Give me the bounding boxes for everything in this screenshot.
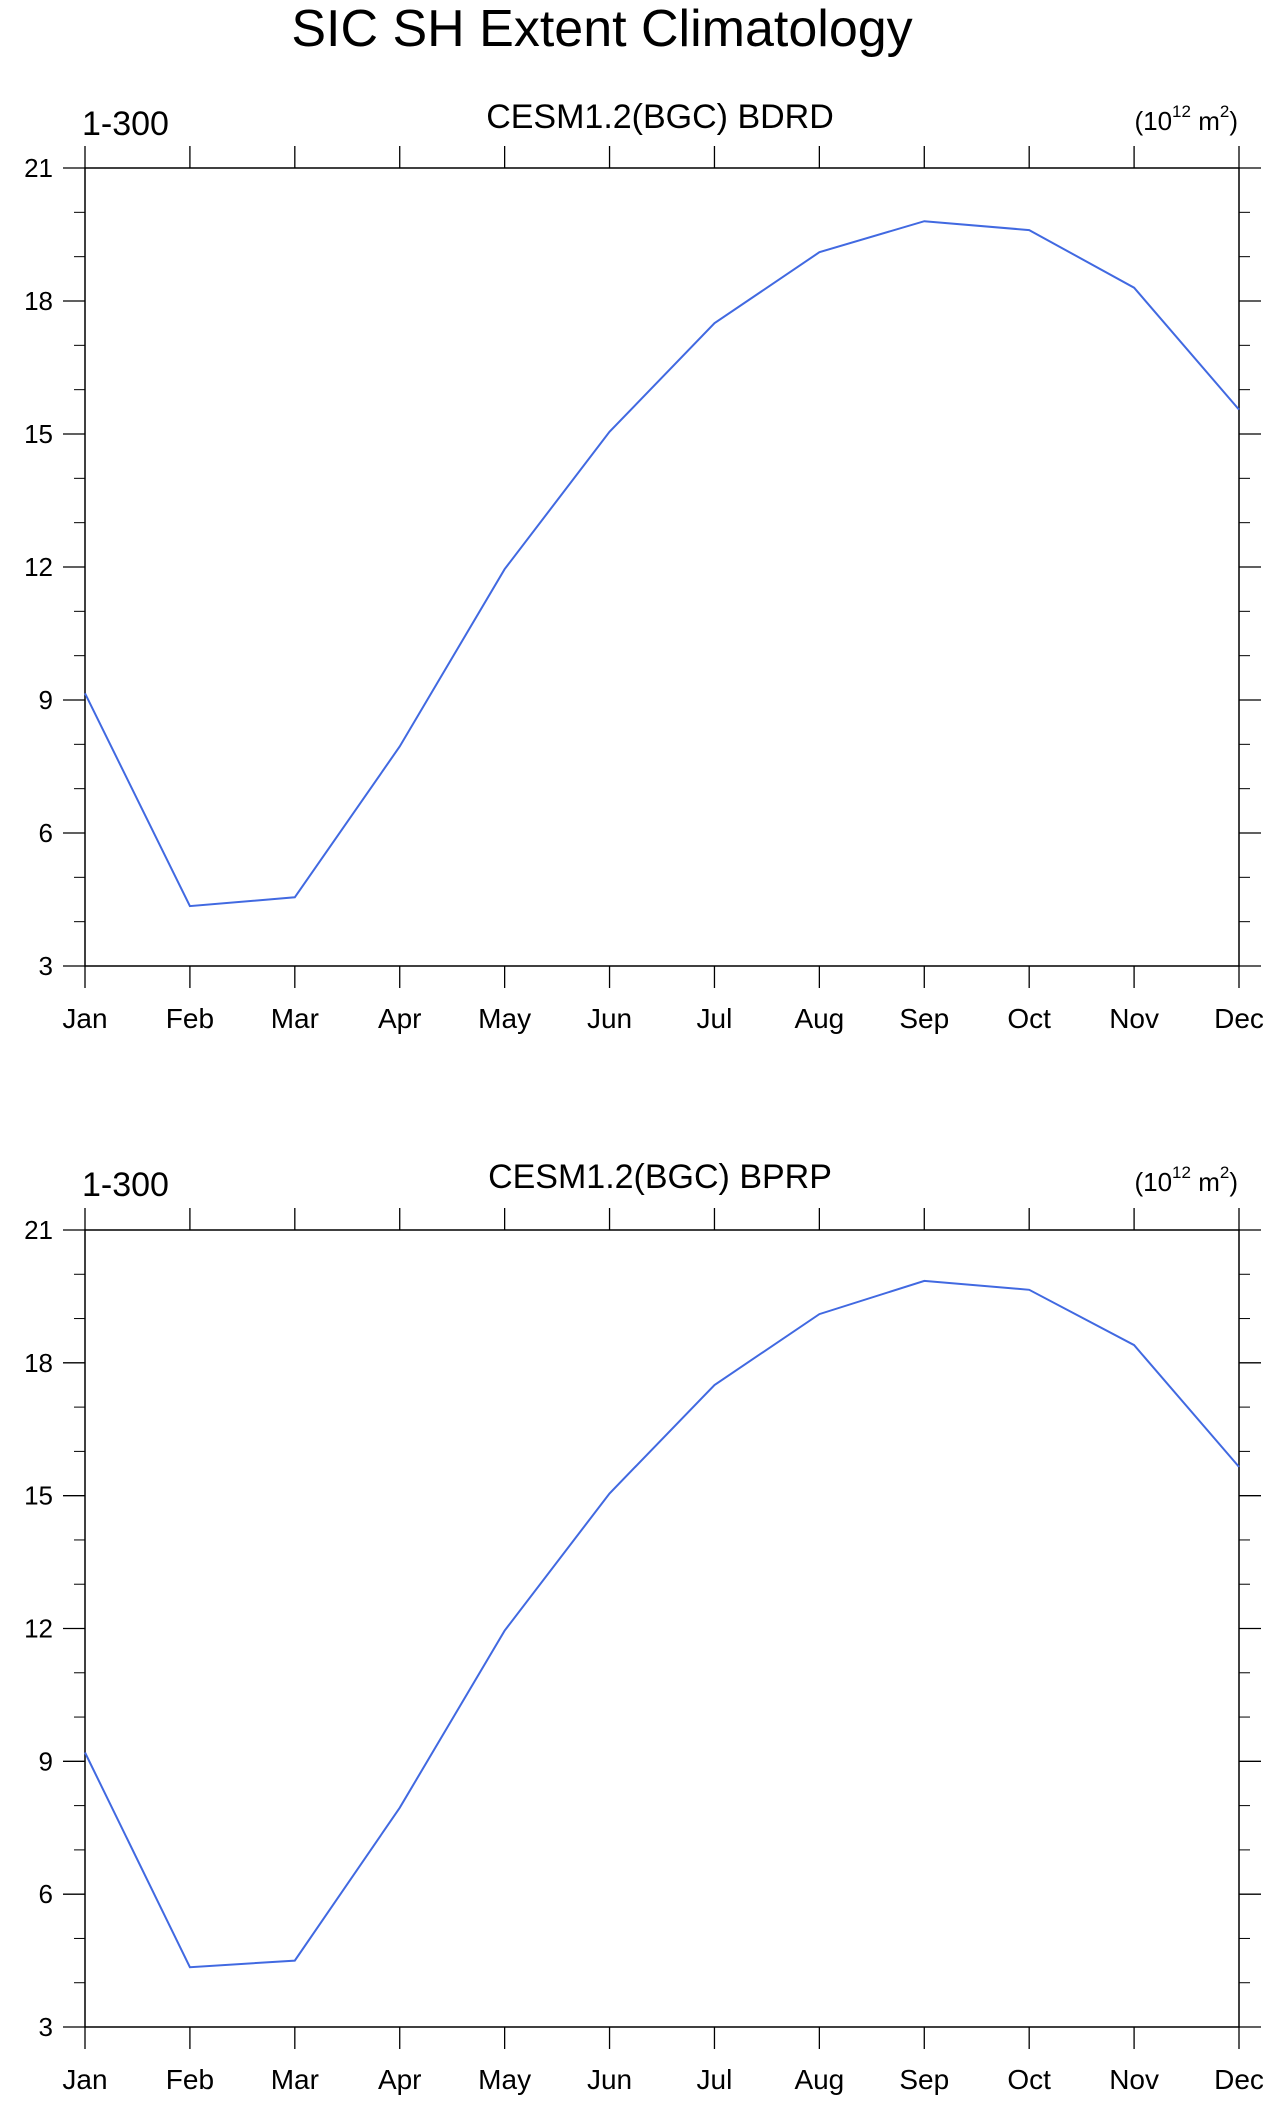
- x-tick-label: Dec: [1214, 1003, 1264, 1034]
- y-tick-label: 21: [24, 153, 53, 183]
- panel-units: (1012 m2): [1134, 1163, 1238, 1197]
- x-tick-label: Sep: [899, 1003, 949, 1034]
- x-tick-label: Oct: [1007, 2064, 1051, 2095]
- x-tick-label: Apr: [378, 2064, 422, 2095]
- x-tick-label: Oct: [1007, 1003, 1051, 1034]
- series-line: [84, 1279, 1240, 1969]
- units-close: ): [1229, 1167, 1238, 1197]
- panel-left-label: 1-300: [82, 105, 169, 143]
- x-tick-label: Feb: [166, 2064, 214, 2095]
- x-tick-label: Jun: [587, 2064, 632, 2095]
- panel-left-label: 1-300: [82, 1166, 169, 1204]
- figure-title: SIC SH Extent Climatology: [291, 0, 912, 58]
- x-tick-label: Dec: [1214, 2064, 1264, 2095]
- units-unit: m: [1191, 1167, 1220, 1197]
- y-tick-label: 6: [39, 818, 53, 848]
- x-tick-label: Apr: [378, 1003, 422, 1034]
- x-tick-label: Mar: [271, 1003, 319, 1034]
- units-exponent: 12: [1172, 102, 1191, 121]
- x-tick-label: Jun: [587, 1003, 632, 1034]
- panel-title: CESM1.2(BGC) BDRD: [486, 98, 834, 136]
- units-exponent: 12: [1172, 1163, 1191, 1182]
- x-tick-label: Aug: [794, 2064, 844, 2095]
- y-tick-label: 9: [39, 1746, 53, 1776]
- y-tick-label: 15: [24, 419, 53, 449]
- y-tick-label: 9: [39, 685, 53, 715]
- y-tick-label: 21: [24, 1215, 53, 1245]
- units-base: (10: [1134, 106, 1172, 136]
- units-close: ): [1229, 106, 1238, 136]
- panel-units: (1012 m2): [1134, 102, 1238, 136]
- x-tick-label: May: [478, 2064, 531, 2095]
- x-tick-label: Jul: [697, 2064, 733, 2095]
- chart-panel-bdrd: 1-300 CESM1.2(BGC) BDRD (1012 m2) 369121…: [24, 98, 1264, 1034]
- panel-title: CESM1.2(BGC) BPRP: [488, 1158, 832, 1196]
- x-tick-label: Jan: [62, 1003, 107, 1034]
- x-tick-label: May: [478, 1003, 531, 1034]
- y-tick-label: 12: [24, 1614, 53, 1644]
- y-tick-label: 18: [24, 1348, 53, 1378]
- units-unit: m: [1191, 106, 1220, 136]
- x-tick-label: Jul: [697, 1003, 733, 1034]
- y-tick-label: 3: [39, 2012, 53, 2042]
- units-exponent: 2: [1220, 102, 1229, 121]
- y-tick-label: 6: [39, 1879, 53, 1909]
- x-tick-label: Sep: [899, 2064, 949, 2095]
- x-tick-label: Aug: [794, 1003, 844, 1034]
- x-tick-label: Jan: [62, 2064, 107, 2095]
- y-tick-label: 3: [39, 951, 53, 981]
- series-line: [84, 220, 1240, 908]
- y-tick-label: 15: [24, 1481, 53, 1511]
- x-tick-label: Nov: [1109, 2064, 1159, 2095]
- x-tick-label: Nov: [1109, 1003, 1159, 1034]
- y-tick-label: 12: [24, 552, 53, 582]
- y-tick-label: 18: [24, 286, 53, 316]
- units-base: (10: [1134, 1167, 1172, 1197]
- plot-frame: [84, 167, 1240, 967]
- units-exponent: 2: [1220, 1163, 1229, 1182]
- plot-frame: [84, 1229, 1240, 2028]
- chart-panel-bprp: 1-300 CESM1.2(BGC) BPRP (1012 m2) 369121…: [24, 1158, 1264, 2095]
- x-tick-label: Mar: [271, 2064, 319, 2095]
- x-tick-label: Feb: [166, 1003, 214, 1034]
